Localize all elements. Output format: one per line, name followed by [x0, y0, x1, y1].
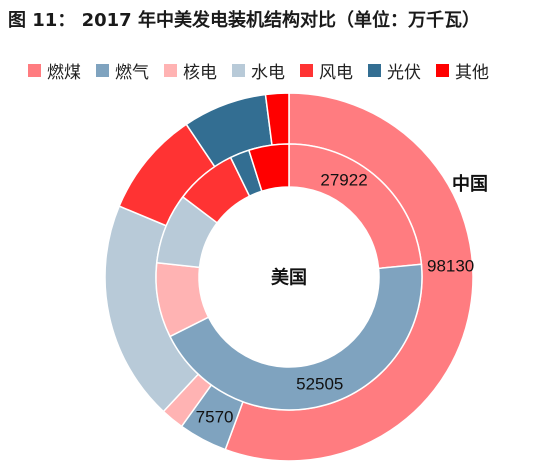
data-label: 7570 [196, 407, 234, 426]
legend-swatch [436, 64, 449, 77]
legend-label: 其他 [455, 63, 489, 83]
legend-label: 风电 [319, 63, 353, 83]
legend-swatch [232, 64, 245, 77]
data-label: 98130 [427, 257, 474, 276]
legend-item: 风电 [300, 58, 353, 83]
data-label: 52505 [296, 375, 343, 394]
donut-slice [169, 263, 423, 411]
legend-label: 光伏 [387, 63, 421, 83]
legend-item: 水电 [232, 58, 285, 83]
legend-item: 光伏 [368, 58, 421, 83]
series-label-china: 中国 [452, 173, 488, 195]
legend-label: 水电 [251, 63, 285, 83]
legend-item: 其他 [436, 58, 489, 83]
data-label: 27922 [320, 171, 367, 190]
legend-label: 燃煤 [47, 63, 81, 83]
chart-title: 图 11： 2017 年中美发电装机结构对比（单位：万千瓦） [8, 10, 480, 31]
legend-swatch [300, 64, 313, 77]
legend-swatch [164, 64, 177, 77]
series-label-usa: 美国 [271, 267, 307, 289]
legend-swatch [368, 64, 381, 77]
legend-label: 燃气 [115, 63, 149, 83]
donut-slice [247, 143, 290, 193]
legend-item: 燃气 [96, 58, 149, 83]
legend-item: 燃煤 [28, 58, 81, 83]
legend-label: 核电 [183, 63, 217, 83]
legend-swatch [28, 64, 41, 77]
legend-swatch [96, 64, 109, 77]
legend: 燃煤 燃气 核电 水电 风电 光伏 其他 [28, 58, 489, 83]
legend-item: 核电 [164, 58, 217, 83]
